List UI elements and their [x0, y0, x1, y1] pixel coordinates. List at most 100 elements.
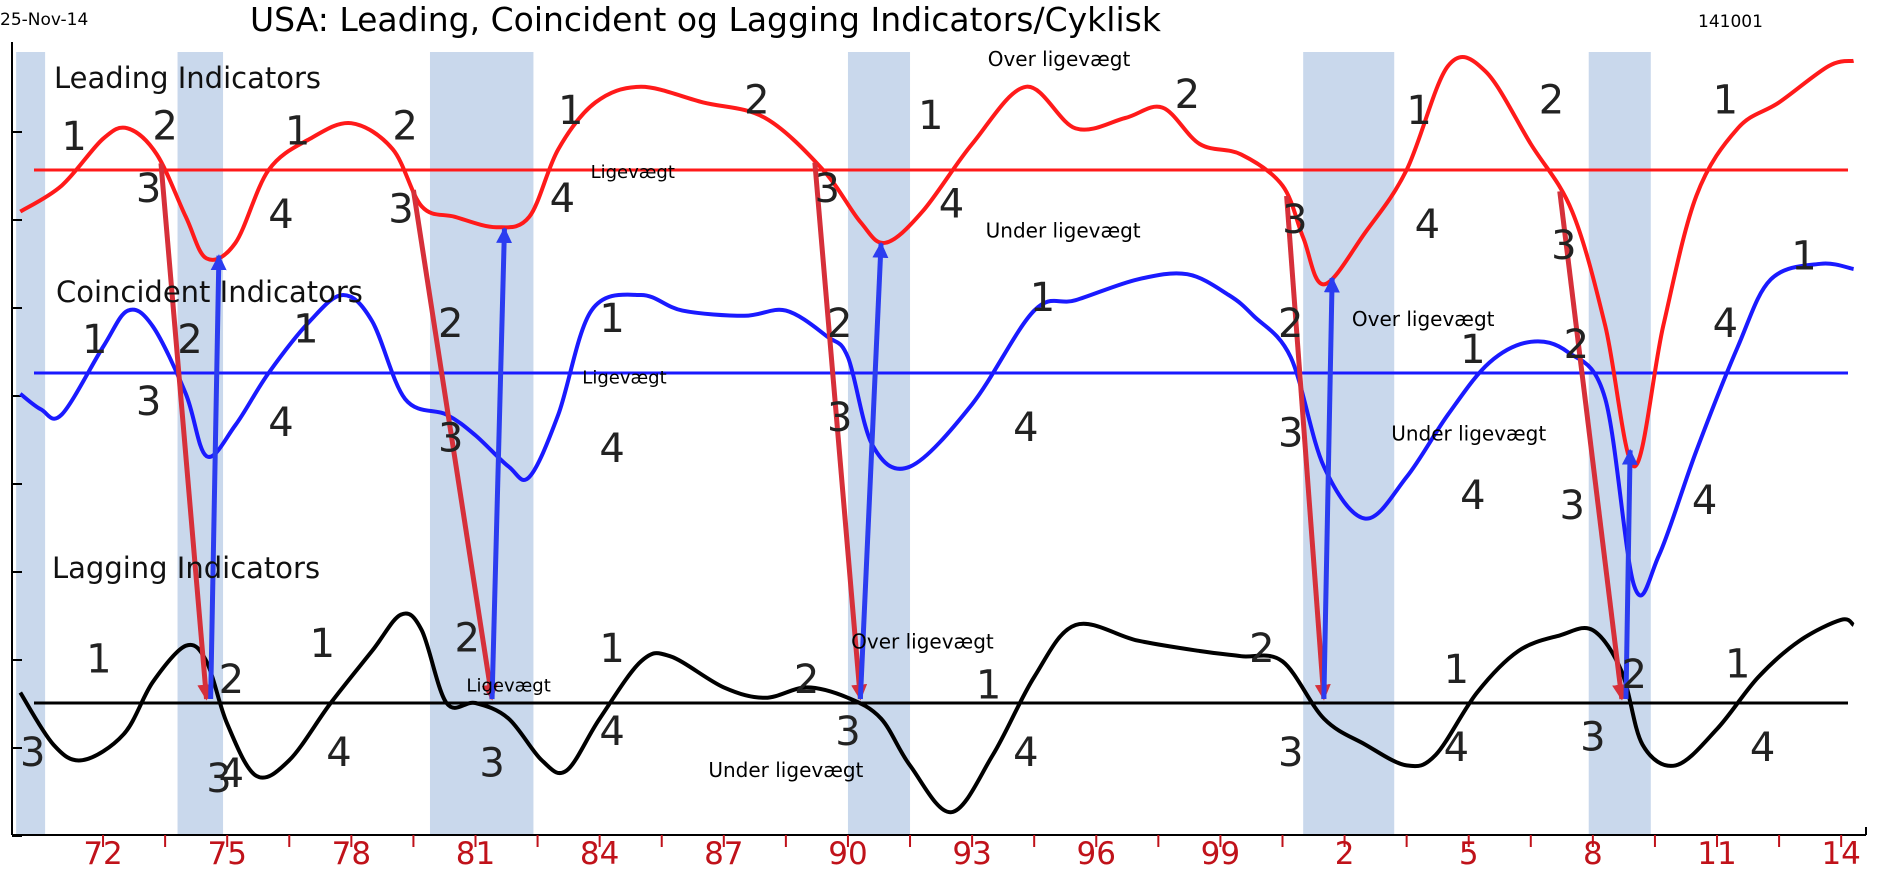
- x-tick-label: 87: [704, 836, 743, 869]
- zone-annotation: Ligevægt: [582, 367, 666, 388]
- phase-label: 2: [219, 657, 244, 703]
- phase-label: 2: [794, 657, 819, 703]
- leading-series-label: Leading Indicators: [54, 61, 321, 95]
- phase-label: 3: [827, 395, 852, 441]
- blue-phase-arrow: [489, 227, 513, 700]
- phase-label: 1: [1460, 327, 1485, 373]
- x-tick-label: 90: [828, 836, 867, 869]
- phase-label: 4: [1013, 730, 1038, 776]
- zone-annotation: Ligevægt: [466, 676, 550, 697]
- blue-phase-arrow: [208, 254, 227, 700]
- zone-annotation: Over ligevægt: [988, 47, 1131, 71]
- phase-label: 3: [835, 709, 860, 755]
- phase-label: 1: [293, 306, 318, 352]
- phase-label: 1: [1713, 77, 1738, 123]
- zone-annotation: Ligevægt: [591, 162, 675, 183]
- phase-label: 4: [1415, 202, 1440, 248]
- phase-label: 1: [285, 109, 310, 155]
- zone-annotation: Over ligevægt: [1352, 307, 1495, 331]
- phase-label: 2: [1278, 301, 1303, 347]
- phase-label: 4: [599, 709, 624, 755]
- phase-label: 3: [815, 166, 840, 212]
- phase-label: 2: [438, 301, 463, 347]
- x-tick-label: 78: [332, 836, 371, 869]
- x-tick-label: 8: [1583, 836, 1603, 869]
- chart-date: 25-Nov-14: [0, 10, 89, 30]
- phase-label: 4: [550, 176, 575, 222]
- phase-label: 2: [1249, 626, 1274, 672]
- phase-label: 1: [1444, 647, 1469, 693]
- phase-label: 4: [326, 730, 351, 776]
- red-phase-arrow: [1284, 195, 1331, 701]
- lagging-series-label: Lagging Indicators: [52, 551, 320, 585]
- phase-label: 4: [1013, 405, 1038, 451]
- phase-label: 4: [599, 426, 624, 472]
- x-tick-label: 2: [1335, 836, 1355, 869]
- phase-label: 1: [1406, 88, 1431, 134]
- phase-label: 1: [61, 114, 86, 160]
- phase-label: 3: [1282, 197, 1307, 243]
- phase-label: 2: [744, 77, 769, 123]
- phase-arrows: [158, 162, 1638, 701]
- phase-label: 4: [1692, 478, 1717, 524]
- red-phase-arrow: [158, 163, 214, 701]
- chart-code: 141001: [1698, 12, 1763, 32]
- x-tick-label: 75: [207, 836, 246, 869]
- phase-label: 3: [206, 756, 231, 802]
- x-tick-label: 5: [1459, 836, 1479, 869]
- phase-label: 3: [20, 730, 45, 776]
- phase-label: 1: [1725, 642, 1750, 688]
- blue-phase-arrow: [1621, 448, 1638, 700]
- equilibrium-lines: [34, 168, 1848, 705]
- phase-label: 1: [310, 621, 335, 667]
- phase-label: 3: [1278, 730, 1303, 776]
- x-tick-label: 99: [1201, 836, 1240, 869]
- phase-label: 1: [599, 296, 624, 342]
- lagging-line: [18, 611, 1855, 815]
- phase-label: 2: [1539, 77, 1564, 123]
- phase-label: 1: [918, 93, 943, 139]
- x-tick-label: 96: [1077, 836, 1116, 869]
- phase-label: 3: [1559, 483, 1584, 529]
- blue-phase-arrow: [1321, 276, 1340, 700]
- phase-label: 1: [599, 626, 624, 672]
- x-tick-label: 81: [456, 836, 495, 869]
- phase-label: 2: [392, 103, 417, 149]
- phase-label: 3: [1551, 223, 1576, 269]
- phase-label: 4: [268, 400, 293, 446]
- phase-label: 4: [1444, 725, 1469, 771]
- phase-label: 1: [558, 88, 583, 134]
- phase-label: 4: [1460, 473, 1485, 519]
- phase-label: 1: [1030, 275, 1055, 321]
- x-tick-label: 11: [1697, 836, 1736, 869]
- x-tick-label: 93: [952, 836, 991, 869]
- phase-label: 2: [1175, 72, 1200, 118]
- zone-annotation: Under ligevægt: [1391, 422, 1546, 446]
- leading-line: [19, 54, 1855, 469]
- chart-labels: Leading Indicators Coincident Indicators L…: [20, 47, 1817, 802]
- phase-label: 2: [152, 103, 177, 149]
- coincident-series-label: Coincident Indicators: [56, 275, 363, 309]
- phase-label: 1: [976, 662, 1001, 708]
- phase-label: 4: [268, 192, 293, 238]
- phase-label: 4: [1713, 301, 1738, 347]
- phase-label: 1: [82, 317, 107, 363]
- phase-label: 3: [1278, 410, 1303, 456]
- phase-label: 3: [136, 166, 161, 212]
- phase-label: 3: [1580, 714, 1605, 760]
- red-phase-arrow: [410, 189, 498, 701]
- axes: 72 75 78 81 84 87 90 93 96 99 2 5 8 11 14: [11, 42, 1867, 869]
- phase-label: 3: [136, 379, 161, 425]
- red-phase-arrow: [1557, 191, 1629, 701]
- phase-label: 1: [1791, 234, 1816, 280]
- phase-label: 4: [219, 751, 244, 797]
- red-phase-arrow: [812, 162, 868, 701]
- chart-title: USA: Leading, Coincident og Lagging Indi…: [250, 0, 1161, 39]
- phase-label: 2: [827, 301, 852, 347]
- phase-label: 1: [86, 636, 111, 682]
- phase-label: 2: [454, 616, 479, 662]
- phase-label: 4: [1750, 725, 1775, 771]
- x-tick-label: 72: [83, 836, 122, 869]
- zone-annotation: Under ligevægt: [986, 219, 1141, 243]
